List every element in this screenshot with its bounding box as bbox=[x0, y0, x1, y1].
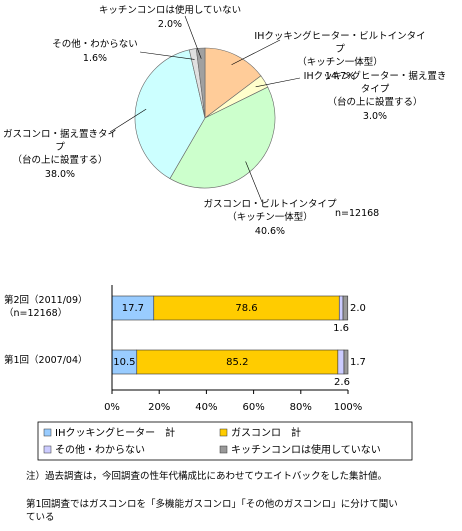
x-tick-label: 80% bbox=[290, 402, 312, 413]
bar-segment bbox=[338, 295, 344, 321]
value-label: 17.7 bbox=[122, 303, 144, 314]
bar-segment bbox=[111, 295, 155, 321]
value-label: 85.2 bbox=[226, 357, 248, 368]
slice-value: 1.6% bbox=[82, 53, 108, 64]
legend-swatch bbox=[43, 428, 52, 437]
leader-line bbox=[139, 51, 195, 60]
x-tick-label: 40% bbox=[195, 402, 217, 413]
slice-label: IHクッキングヒーター・据え置きタイプ （台の上に設置する） bbox=[303, 71, 447, 108]
slice-value: 2.0% bbox=[157, 19, 183, 30]
leader-line bbox=[109, 108, 147, 133]
leader-line bbox=[255, 77, 301, 88]
slice-value: 14.7% bbox=[324, 71, 356, 82]
legend-label: ガスコンロ 計 bbox=[231, 426, 301, 439]
leader-line bbox=[184, 15, 202, 59]
slice-value: 38.0% bbox=[44, 169, 76, 180]
value-label: 2.0 bbox=[350, 303, 366, 314]
value-label: 1.6 bbox=[333, 323, 349, 334]
x-tick-label: 60% bbox=[242, 402, 264, 413]
x-tick-label: 100% bbox=[334, 402, 363, 413]
value-label: 78.6 bbox=[235, 303, 257, 314]
bar-segment bbox=[337, 349, 345, 375]
bar-segment bbox=[136, 349, 339, 375]
value-label: 1.7 bbox=[350, 357, 366, 368]
slice-label: IHクッキングヒーター・ビルトインタイプ （キッチン一体型） bbox=[254, 31, 426, 68]
legend-label: その他・わからない bbox=[55, 443, 145, 456]
bar-segment bbox=[343, 349, 349, 375]
note: 注）過去調査は，今回調査の性年代構成比にあわせてウエイトバックをした集計値。 bbox=[26, 471, 388, 482]
legend-swatch bbox=[219, 445, 228, 454]
slice-label: その他・わからない bbox=[52, 39, 138, 50]
slice-label: ガスコンロ・ビルトインタイプ （キッチン一体型） bbox=[203, 199, 337, 223]
pie-slice bbox=[195, 47, 206, 119]
leader-line bbox=[245, 161, 263, 203]
legend-box bbox=[37, 421, 413, 461]
pie-slice bbox=[204, 47, 262, 119]
legend-swatch bbox=[43, 445, 52, 454]
legend-label: IHクッキングヒーター 計 bbox=[55, 426, 175, 439]
legend-label: キッチンコンロは使用していない bbox=[231, 443, 381, 456]
slice-value: 3.0% bbox=[362, 111, 388, 122]
annotation: n=12168 bbox=[335, 208, 380, 219]
value-label: 10.5 bbox=[113, 357, 135, 368]
pie-slice bbox=[169, 86, 276, 189]
note: 第1回調査ではガスコンロを「多機能ガスコンロ」「その他のガスコンロ」に分けて聞い… bbox=[26, 499, 398, 523]
bar-segment bbox=[153, 295, 340, 321]
legend-swatch bbox=[219, 428, 228, 437]
slice-label: キッチンコンロは使用していない bbox=[98, 5, 242, 16]
bar-segment bbox=[342, 295, 349, 321]
value-label: 2.6 bbox=[334, 377, 350, 388]
x-tick-label: 20% bbox=[148, 402, 170, 413]
slice-label: ガスコンロ・据え置きタイプ （台の上に設置する） bbox=[2, 129, 117, 166]
y-tick-label: 第2回（2011/09） （n=12168） bbox=[4, 295, 88, 319]
x-tick-label: 0% bbox=[104, 402, 120, 413]
slice-value: 40.6% bbox=[254, 226, 286, 237]
bar-segment bbox=[111, 349, 138, 375]
y-tick-label: 第1回（2007/04） bbox=[4, 355, 88, 366]
leader-line bbox=[231, 39, 281, 66]
